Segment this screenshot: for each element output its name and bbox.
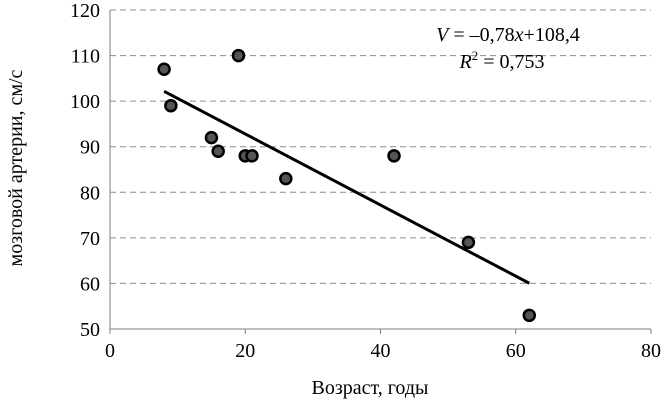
x-axis-title: Возраст, годы (312, 377, 429, 399)
grid-lines (110, 9, 651, 284)
r2-value: = 0,753 (478, 51, 544, 73)
data-point-11 (522, 308, 537, 323)
equation-rest: +108,4 (524, 24, 580, 46)
data-point-7 (245, 149, 259, 163)
x-tick-label-80: 80 (641, 340, 661, 362)
y-tick-labels: 50 60 70 80 90 100 110 120 (70, 0, 100, 341)
trendline (163, 89, 530, 285)
y-tick-label-120: 120 (70, 0, 100, 22)
x-tick-labels: 0 20 40 60 80 (105, 329, 661, 362)
y-tick-label-70: 70 (80, 228, 100, 250)
data-point-2 (164, 98, 178, 113)
data-point-3 (204, 130, 219, 145)
axes (109, 10, 651, 330)
y-tick-label-80: 80 (80, 182, 100, 204)
regression-equation: V = –0,78x+108,4 (436, 24, 580, 46)
y-axis-title: мозговой артерии, см/с (5, 69, 27, 266)
y-tick-label-100: 100 (70, 91, 100, 113)
data-point-4 (211, 144, 225, 159)
y-tick-label-50: 50 (80, 319, 100, 341)
r2-label: R (459, 51, 472, 73)
data-point-8 (279, 171, 293, 186)
equation-lhs: V (436, 24, 451, 46)
data-point-5 (231, 48, 246, 63)
x-tick-label-40: 40 (371, 340, 391, 362)
x-tick-label-20: 20 (235, 340, 255, 362)
equation-var: x (514, 24, 524, 46)
x-tick-label-0: 0 (105, 340, 115, 362)
equation-eq: = –0,78 (448, 24, 514, 46)
x-tick-label-60: 60 (506, 340, 526, 362)
y-tick-label-110: 110 (71, 46, 100, 68)
data-points (157, 48, 537, 323)
y-tick-label-60: 60 (80, 273, 100, 295)
data-point-10 (461, 235, 476, 250)
r-squared: R2 = 0,753 (459, 48, 545, 73)
y-tick-label-90: 90 (80, 137, 100, 159)
data-point-1 (157, 62, 171, 76)
data-point-9 (387, 149, 401, 163)
r2-sup: 2 (472, 48, 479, 63)
